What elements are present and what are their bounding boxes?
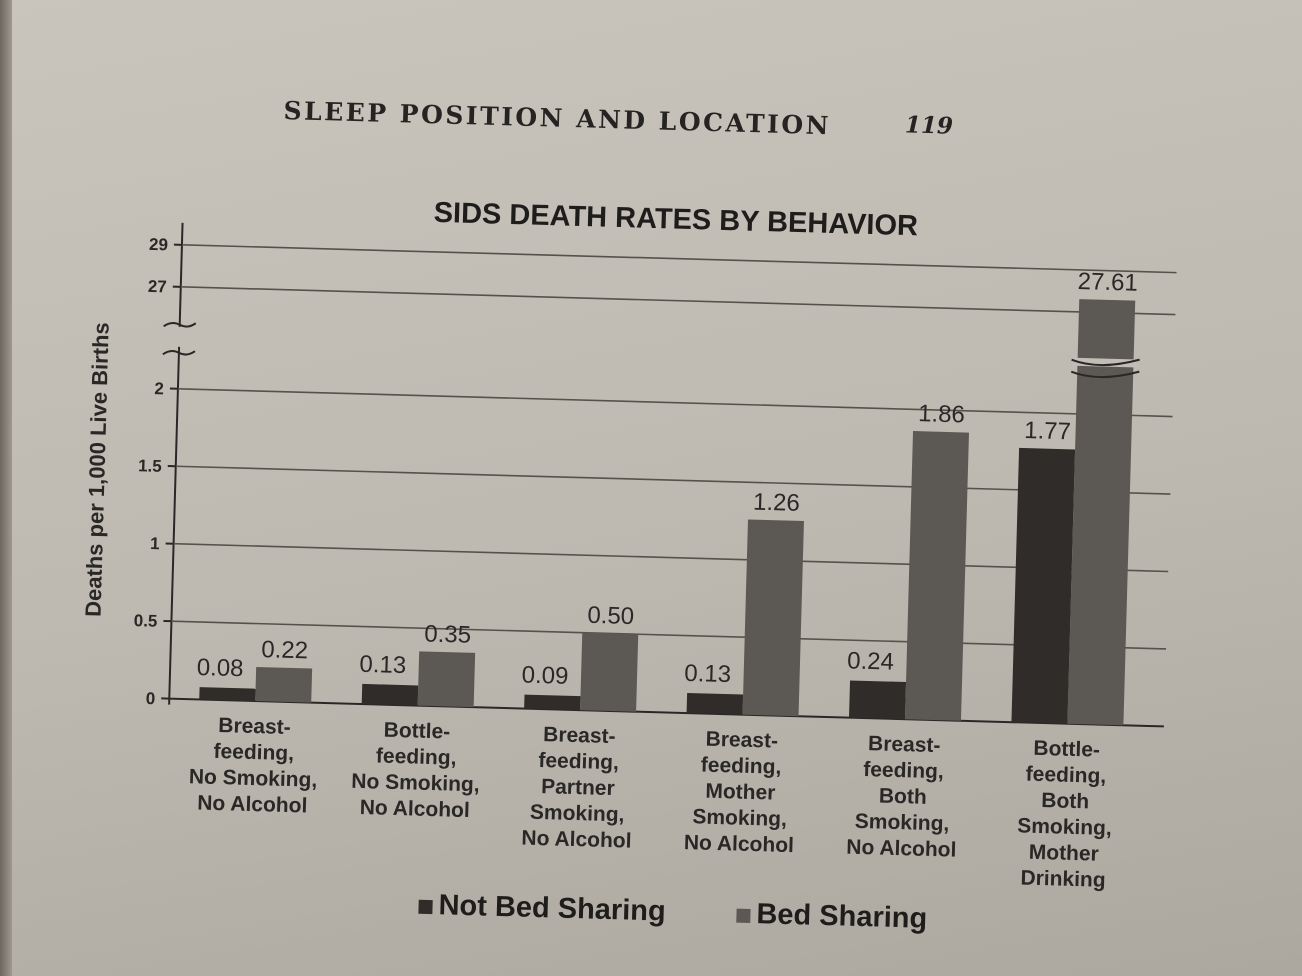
legend-label: Not Bed Sharing <box>438 889 666 927</box>
data-label: 0.35 <box>424 621 471 649</box>
category-label: No Alcohol <box>684 831 795 857</box>
category-label: Both <box>879 785 927 809</box>
category-label: No Smoking, <box>351 770 480 797</box>
category-label: Smoking, <box>530 801 625 827</box>
y-axis-line-lower <box>168 346 181 705</box>
bar-bed-sharing <box>255 666 313 703</box>
bar-break-mark <box>1071 358 1140 367</box>
legend-swatch <box>736 908 751 923</box>
category-label: Mother <box>1028 841 1099 866</box>
data-label: 0.08 <box>196 654 243 682</box>
gridline <box>175 465 1171 495</box>
category-label: Breast- <box>218 714 291 739</box>
bar-break-mark <box>1070 370 1140 379</box>
bar-bed-sharing <box>904 431 970 721</box>
category-label: feeding, <box>213 740 294 765</box>
axis-break-mark-upper <box>163 322 197 328</box>
category-label: Bottle- <box>383 719 450 744</box>
category-label: Bottle- <box>1033 737 1100 762</box>
gridline <box>177 387 1173 418</box>
y-tick-label: 1.5 <box>138 456 162 476</box>
bar-not-bed-sharing <box>686 692 744 715</box>
y-tick-label: 29 <box>149 235 168 255</box>
category-label: Breast- <box>868 732 941 757</box>
data-label: 0.22 <box>261 636 308 664</box>
bar-bed-sharing <box>1067 299 1136 726</box>
bar-not-bed-sharing <box>199 687 256 702</box>
category-label: feeding, <box>863 758 944 783</box>
category-label: feeding, <box>538 749 619 774</box>
category-label: Breast- <box>543 723 616 748</box>
data-label: 0.09 <box>521 662 568 690</box>
data-label: 27.61 <box>1077 268 1138 297</box>
category-label: Drinking <box>1020 866 1106 891</box>
y-tick-label: 27 <box>148 277 167 297</box>
legend-label: Bed Sharing <box>756 898 928 935</box>
category-label: Both <box>1041 789 1089 813</box>
category-label: No Alcohol <box>521 827 632 853</box>
category-label: Mother <box>705 780 776 805</box>
bar-not-bed-sharing <box>361 683 419 706</box>
category-label: Breast- <box>705 728 778 753</box>
category-label: feeding, <box>376 744 457 769</box>
gridline <box>173 542 1169 573</box>
chart-title: SIDS DEATH RATES BY BEHAVIOR <box>433 197 918 243</box>
y-axis-line-upper <box>178 222 184 327</box>
category-label: Smoking, <box>692 805 787 831</box>
y-tick-label: 1 <box>150 534 160 553</box>
gridline <box>181 244 1177 274</box>
bar-not-bed-sharing <box>1011 447 1076 724</box>
axis-break-mark-lower <box>162 350 196 356</box>
x-axis-line <box>169 697 1164 728</box>
bar-bed-sharing <box>580 632 639 712</box>
bar-not-bed-sharing <box>849 680 907 720</box>
data-label: 1.26 <box>753 489 800 517</box>
bar-bed-sharing <box>742 519 804 717</box>
category-label: Smoking, <box>855 810 950 836</box>
category-label: No Alcohol <box>359 796 470 822</box>
data-label: 1.86 <box>918 400 965 428</box>
y-axis-label: Deaths per 1,000 Live Births <box>81 322 114 617</box>
y-tick-label: 0 <box>146 689 156 708</box>
book-spine <box>0 0 12 976</box>
data-label: 0.13 <box>359 651 406 679</box>
category-label: Smoking, <box>1017 814 1112 840</box>
data-label: 0.24 <box>847 647 894 675</box>
category-label: feeding, <box>701 754 782 779</box>
category-label: No Alcohol <box>197 791 308 817</box>
category-label: No Smoking, <box>189 765 318 792</box>
data-label: 0.13 <box>684 660 731 688</box>
category-label: feeding, <box>1025 763 1106 788</box>
category-label: No Alcohol <box>846 836 957 862</box>
gridline <box>180 286 1176 316</box>
y-tick-label: 0.5 <box>134 611 158 631</box>
gridline <box>171 620 1167 650</box>
bar-not-bed-sharing <box>524 694 581 711</box>
legend-swatch <box>418 899 433 915</box>
category-label: Partner <box>541 775 615 800</box>
y-tick-label: 2 <box>154 379 164 398</box>
data-label: 1.77 <box>1024 417 1071 445</box>
data-label: 0.50 <box>587 602 634 630</box>
bar-bed-sharing <box>417 651 476 708</box>
